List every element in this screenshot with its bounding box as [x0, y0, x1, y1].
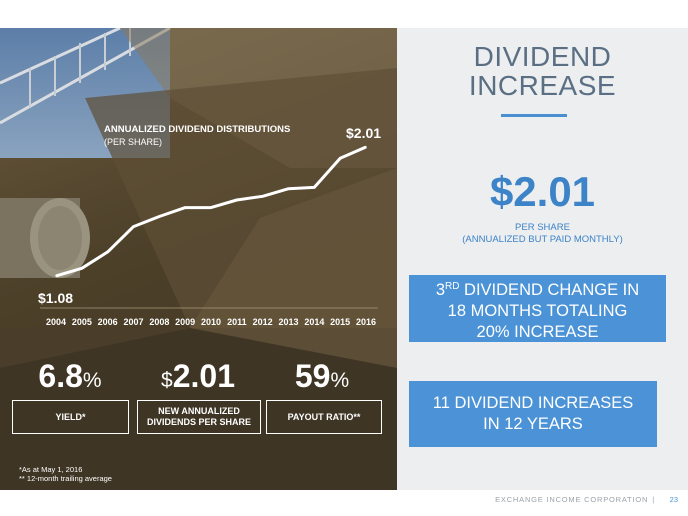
yield-stat: 6.8%: [30, 358, 110, 395]
x-tick-label: 2013: [278, 317, 298, 327]
dividend-label-line1: NEW ANNUALIZED: [158, 406, 240, 416]
data-point: [365, 146, 367, 148]
data-point: [55, 275, 57, 277]
dividend-stat: $2.01: [148, 358, 248, 395]
box1-ordinal-suffix: RD: [445, 281, 460, 292]
background-photo: ANNUALIZED DIVIDEND DISTRIBUTIONS (PER S…: [0, 28, 397, 490]
yield-label-box: YIELD*: [12, 400, 129, 434]
box2-line2: IN 12 YEARS: [483, 415, 583, 433]
footnotes: *As at May 1, 2016 ** 12-month trailing …: [19, 465, 112, 483]
data-point: [132, 225, 135, 228]
dividend-label-line2: DIVIDENDS PER SHARE: [146, 417, 252, 427]
payout-label-box: PAYOUT RATIO**: [266, 400, 382, 434]
end-value-label: $2.01: [346, 125, 381, 141]
box1-line3: 20% INCREASE: [476, 323, 599, 341]
dividend-value: 2.01: [172, 358, 235, 394]
x-tick-label: 2004: [46, 317, 66, 327]
dividend-label-box: NEW ANNUALIZED DIVIDENDS PER SHARE: [137, 400, 261, 434]
per-share-caption: PER SHARE (ANNUALIZED BUT PAID MONTHLY): [397, 222, 688, 246]
box1-ordinal: 3: [435, 281, 446, 299]
footnote-2: ** 12-month trailing average: [19, 474, 112, 483]
x-tick-label: 2007: [123, 317, 143, 327]
payout-label: PAYOUT RATIO**: [287, 411, 361, 422]
x-tick-label: 2014: [304, 317, 324, 327]
data-point: [236, 199, 238, 201]
dividend-series-line: [55, 145, 367, 278]
box1-line1: DIVIDEND CHANGE IN: [459, 281, 640, 299]
x-tick-label: 2012: [253, 317, 273, 327]
title-line-2: INCREASE: [468, 70, 617, 101]
box2-line1: 11 DIVIDEND INCREASES: [432, 394, 634, 412]
chart-title: ANNUALIZED DIVIDEND DISTRIBUTIONS: [104, 124, 290, 135]
yield-value: 6.8: [38, 358, 83, 394]
x-tick-label: 2009: [175, 317, 195, 327]
x-tick-label: 2015: [330, 317, 350, 327]
data-point: [261, 195, 264, 198]
right-panel: DIVIDEND INCREASE $2.01 PER SHARE (ANNUA…: [397, 28, 688, 490]
x-tick-label: 2010: [201, 317, 221, 327]
yield-unit: %: [82, 369, 102, 392]
dividend-increases-box: 11 DIVIDEND INCREASES IN 12 YEARS: [409, 381, 657, 447]
chart-subtitle: (PER SHARE): [104, 137, 162, 147]
x-tick-label: 2005: [72, 317, 92, 327]
data-point: [339, 157, 341, 160]
box1-line2: 18 MONTHS TOTALING: [447, 302, 628, 320]
x-tick-label: 2011: [227, 317, 247, 327]
page-title: DIVIDEND INCREASE: [397, 42, 688, 100]
data-point: [158, 215, 161, 218]
title-line-1: DIVIDEND: [473, 41, 612, 72]
dividend-line-chart: ANNUALIZED DIVIDEND DISTRIBUTIONS (PER S…: [38, 124, 381, 327]
x-tick-label: 2016: [356, 317, 376, 327]
x-tick-label: 2008: [149, 317, 169, 327]
page-number: 23: [669, 495, 678, 504]
payout-value: 59: [294, 358, 331, 394]
x-tick-label: 2006: [98, 317, 118, 327]
data-point: [106, 251, 109, 253]
footnote-1: *As at May 1, 2016: [19, 465, 83, 474]
payout-stat: 59%: [282, 358, 362, 395]
data-point: [287, 187, 290, 190]
headline-value: $2.01: [489, 168, 596, 215]
data-point: [210, 206, 212, 209]
per-share-line-2: (ANNUALIZED BUT PAID MONTHLY): [462, 234, 623, 245]
title-underline: [501, 114, 567, 117]
footer-separator: |: [652, 495, 655, 504]
start-value-label: $1.08: [38, 290, 73, 306]
per-share-line-1: PER SHARE: [515, 222, 570, 233]
company-name: EXCHANGE INCOME CORPORATION: [495, 495, 649, 504]
payout-unit: %: [330, 369, 350, 392]
yield-label: YIELD*: [55, 411, 86, 422]
dividend-prefix: $: [161, 369, 173, 392]
data-point: [313, 186, 316, 189]
architecture-illustration: [0, 28, 397, 490]
data-point: [81, 267, 83, 270]
footer-brand: EXCHANGE INCOME CORPORATION |: [495, 495, 659, 504]
dividend-change-box: 3RD DIVIDEND CHANGE IN 18 MONTHS TOTALIN…: [409, 275, 666, 342]
data-point: [184, 206, 186, 209]
